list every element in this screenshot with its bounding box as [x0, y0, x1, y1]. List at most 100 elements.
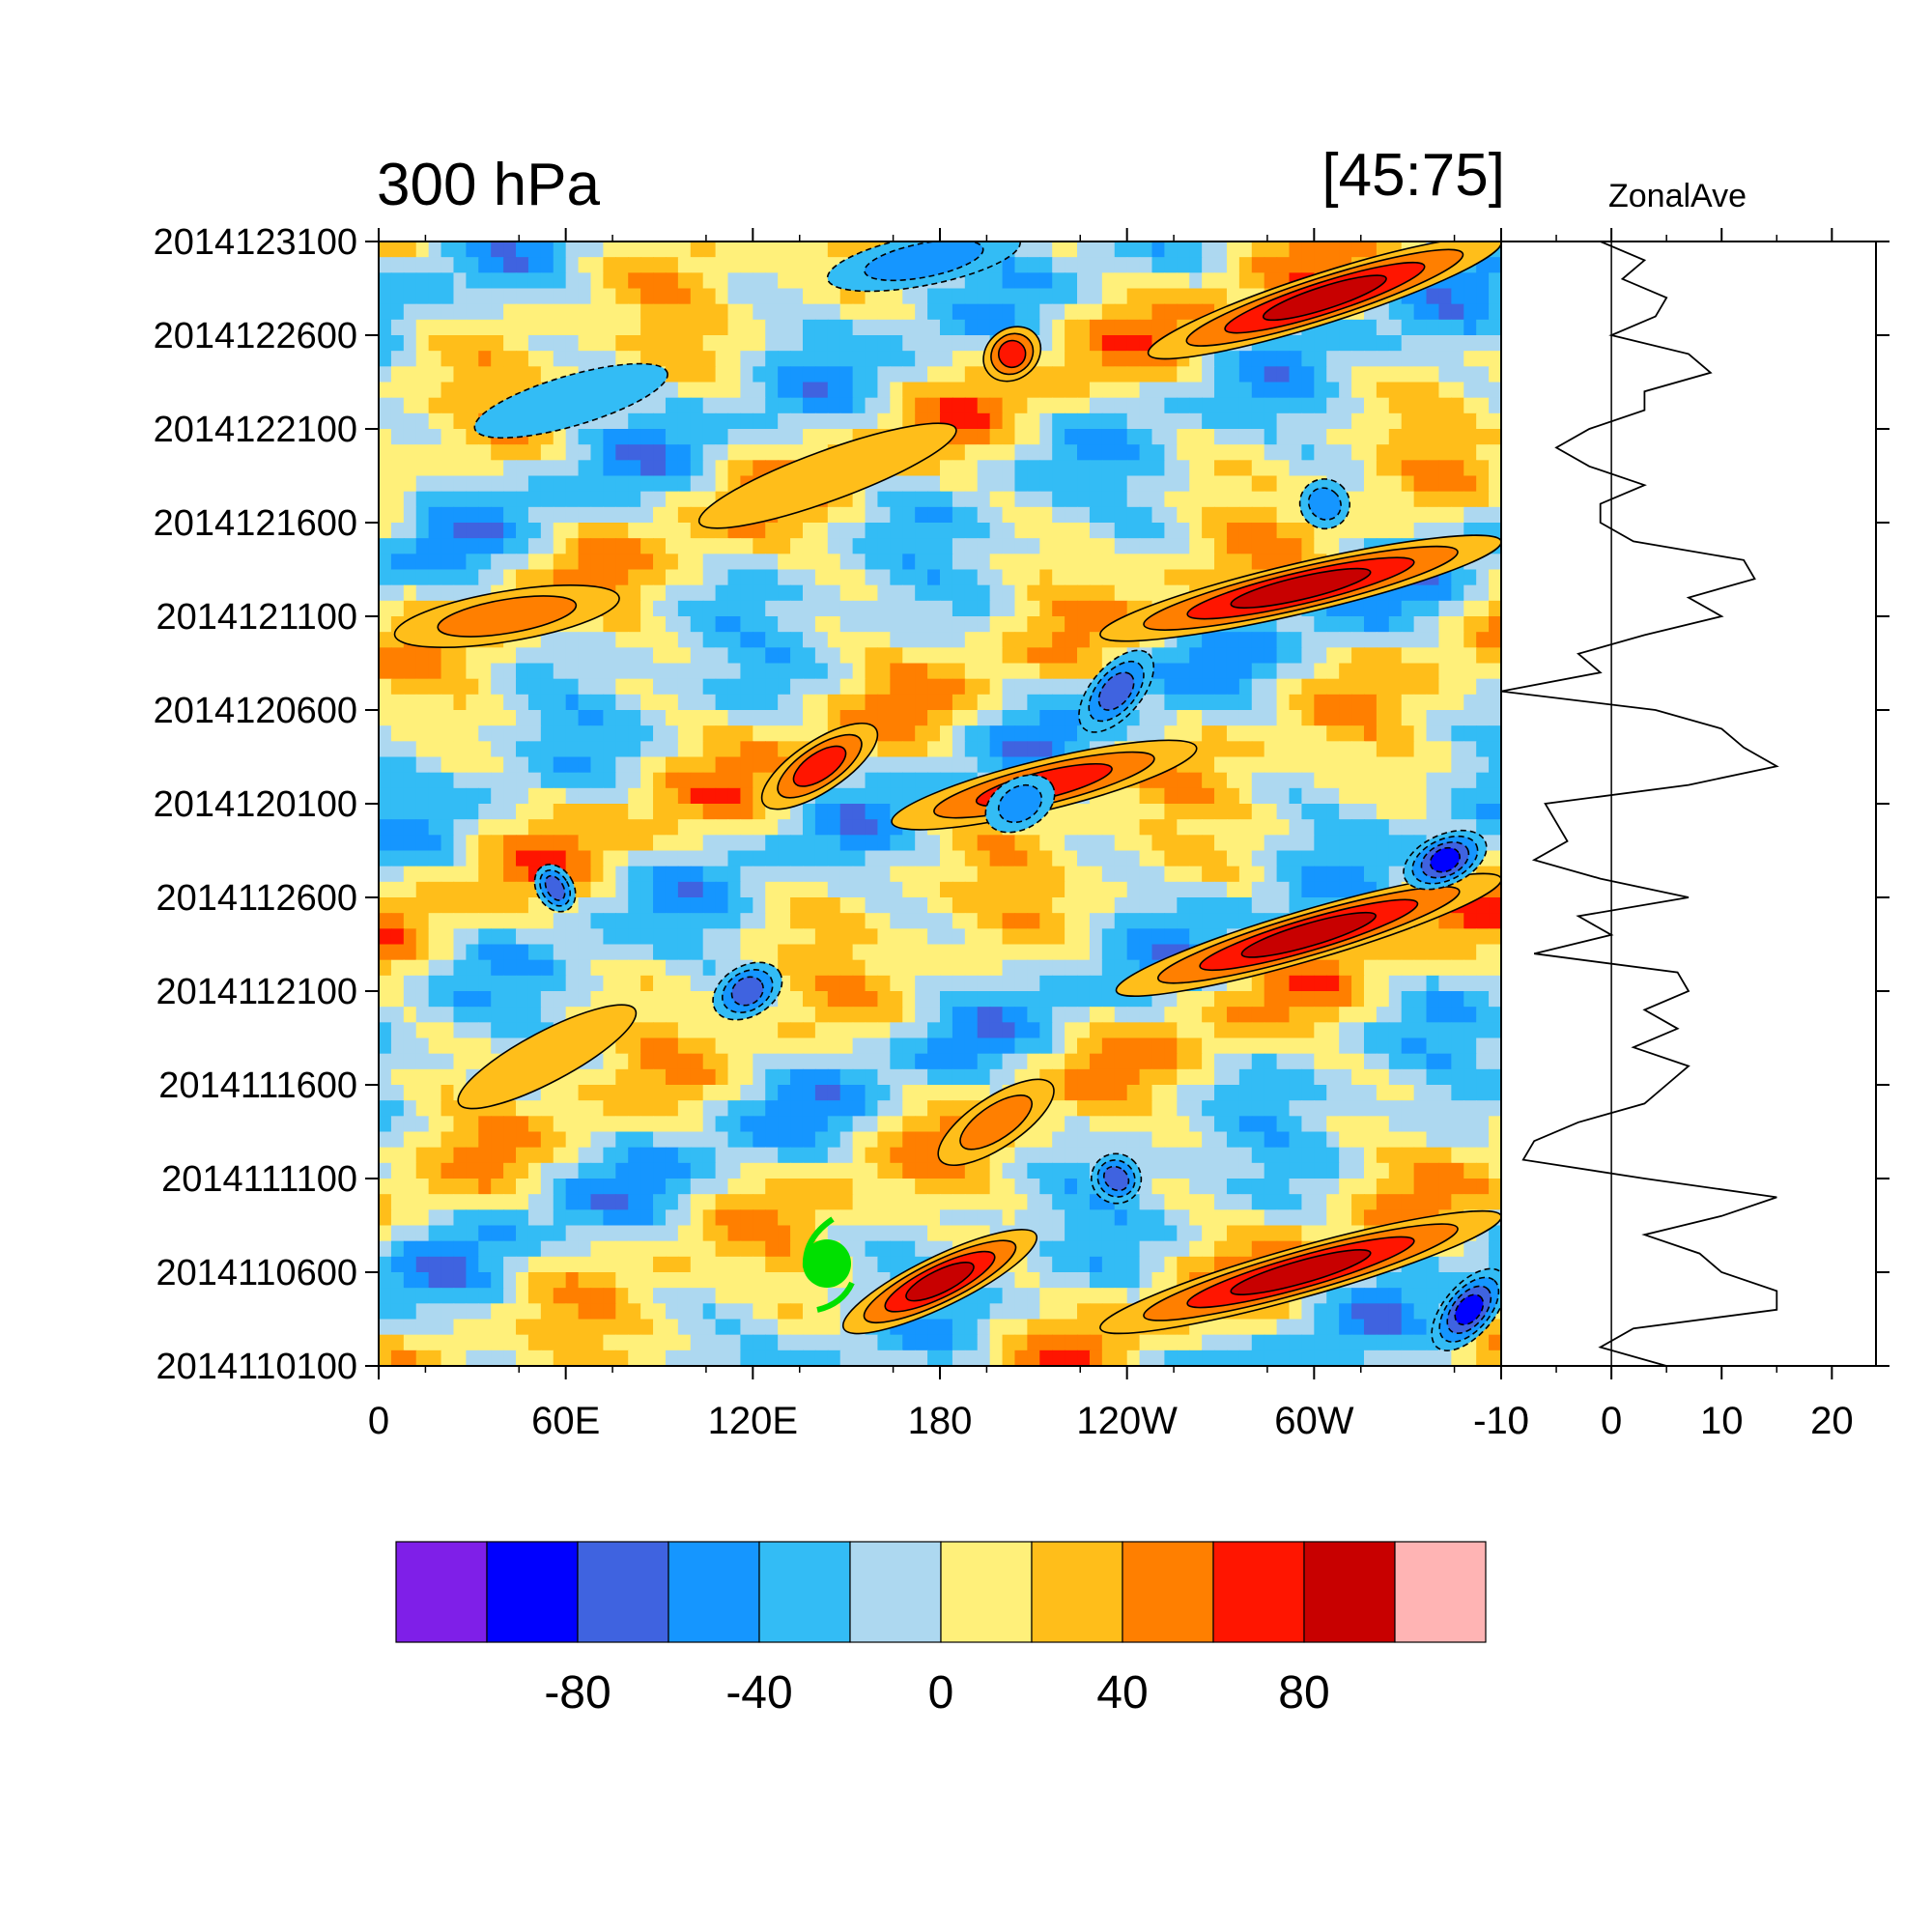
- field-cell: [902, 569, 916, 586]
- field-cell: [977, 850, 991, 867]
- field-cell: [615, 975, 629, 992]
- field-cell: [890, 554, 903, 571]
- field-cell: [1376, 1007, 1390, 1024]
- field-cell: [527, 366, 542, 384]
- field-cell: [466, 944, 479, 961]
- field-cell: [565, 303, 580, 321]
- field-cell: [640, 928, 654, 946]
- field-cell: [702, 444, 717, 462]
- field-cell: [1289, 257, 1303, 274]
- field-cell: [952, 741, 966, 758]
- field-cell: [403, 710, 417, 726]
- field-cell: [1189, 303, 1203, 321]
- field-cell: [1314, 787, 1327, 805]
- field-cell: [1214, 475, 1228, 493]
- field-cell: [1089, 538, 1103, 555]
- field-cell: [1065, 1022, 1078, 1039]
- field-cell: [1388, 678, 1403, 696]
- field-cell: [827, 819, 841, 837]
- field-cell: [565, 288, 580, 305]
- field-cell: [1027, 975, 1040, 992]
- field-cell: [902, 397, 916, 414]
- field-cell: [565, 335, 580, 352]
- field-cell: [977, 1068, 991, 1086]
- field-cell: [540, 523, 554, 539]
- field-cell: [440, 303, 455, 321]
- field-cell: [1251, 397, 1265, 414]
- field-cell: [1413, 975, 1428, 992]
- field-cell: [1202, 787, 1215, 805]
- field-cell: [1052, 600, 1065, 617]
- field-cell: [1388, 694, 1403, 711]
- field-cell: [1238, 382, 1253, 399]
- field-cell: [702, 756, 717, 774]
- field-cell: [1351, 1037, 1365, 1055]
- field-cell: [740, 678, 754, 696]
- field-cell: [989, 491, 1004, 508]
- field-cell: [852, 819, 867, 837]
- field-cell: [1351, 991, 1365, 1008]
- field-cell: [952, 913, 966, 930]
- field-cell: [1002, 632, 1016, 649]
- field-cell: [765, 351, 779, 368]
- field-cell: [1177, 397, 1190, 414]
- field-cell: [428, 1100, 442, 1118]
- field-cell: [540, 554, 554, 571]
- field-cell: [415, 569, 430, 586]
- field-cell: [1363, 1053, 1378, 1070]
- field-cell: [603, 928, 617, 946]
- field-cell: [1289, 475, 1303, 493]
- field-cell: [478, 663, 492, 680]
- field-cell: [915, 710, 928, 726]
- field-cell: [915, 647, 928, 665]
- field-cell: [1314, 725, 1327, 743]
- field-cell: [740, 584, 754, 602]
- field-cell: [1251, 710, 1265, 726]
- field-cell: [390, 475, 405, 493]
- field-cell: [665, 991, 679, 1008]
- field-cell: [1314, 460, 1327, 477]
- field-cell: [790, 694, 804, 711]
- field-cell: [1202, 272, 1215, 290]
- field-cell: [1189, 1007, 1203, 1024]
- field-cell: [702, 804, 717, 820]
- field-cell: [1351, 756, 1365, 774]
- field-cell: [677, 897, 692, 914]
- field-cell: [390, 303, 405, 321]
- field-cell: [1202, 569, 1215, 586]
- field-cell: [964, 663, 979, 680]
- field-cell: [403, 382, 417, 399]
- field-cell: [1177, 429, 1190, 445]
- field-cell: [1065, 444, 1078, 462]
- field-cell: [653, 1068, 667, 1086]
- field-cell: [653, 538, 667, 555]
- field-cell: [839, 694, 854, 711]
- field-cell: [1114, 850, 1128, 867]
- field-cell: [1376, 725, 1390, 743]
- field-cell: [740, 397, 754, 414]
- field-cell: [765, 1022, 779, 1039]
- field-cell: [1226, 429, 1240, 445]
- field-cell: [1151, 523, 1166, 539]
- field-cell: [1426, 1085, 1440, 1101]
- field-cell: [628, 272, 641, 290]
- field-cell: [1401, 1022, 1415, 1039]
- field-cell: [1238, 741, 1253, 758]
- field-cell: [1027, 725, 1040, 743]
- field-cell: [765, 569, 779, 586]
- field-cell: [1039, 319, 1053, 336]
- field-cell: [527, 242, 542, 258]
- field-cell: [665, 412, 679, 430]
- field-cell: [802, 351, 816, 368]
- field-cell: [753, 335, 766, 352]
- field-cell: [1276, 725, 1291, 743]
- field-cell: [715, 647, 729, 665]
- field-cell: [1426, 756, 1440, 774]
- field-cell: [1177, 288, 1190, 305]
- field-cell: [1264, 710, 1278, 726]
- field-cell: [677, 647, 692, 665]
- field-cell: [1101, 835, 1116, 852]
- field-cell: [540, 913, 554, 930]
- field-cell: [1351, 647, 1365, 665]
- field-cell: [1451, 444, 1464, 462]
